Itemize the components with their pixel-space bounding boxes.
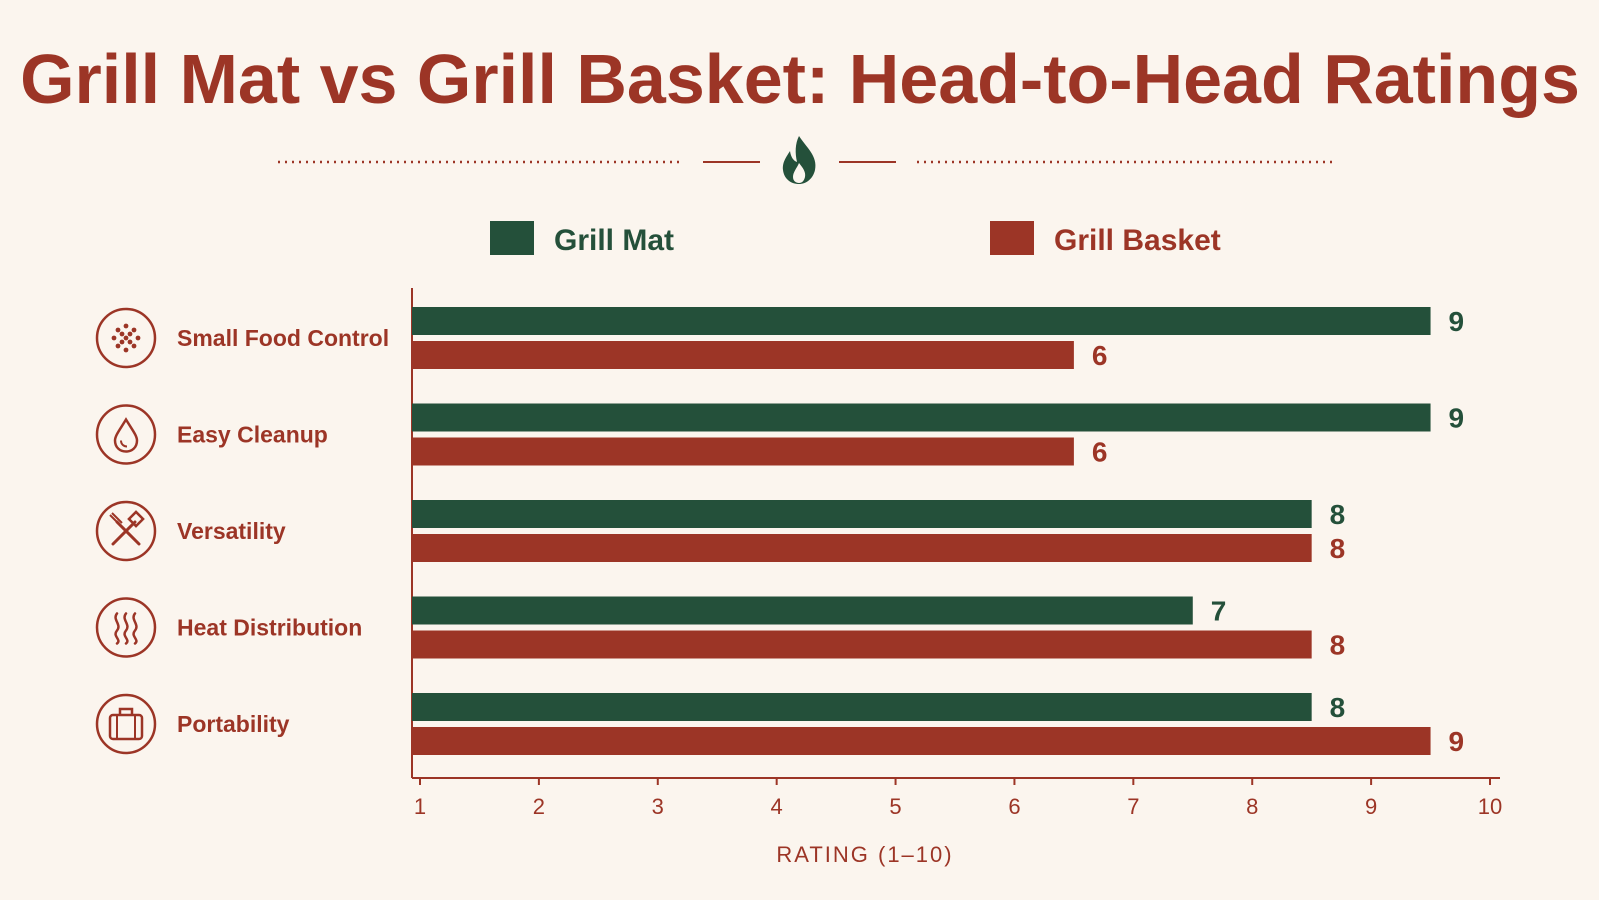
- bar-grill-mat: [412, 693, 1312, 721]
- legend-swatch: [990, 221, 1034, 255]
- water-drop-icon: [95, 404, 157, 465]
- axes: 1 2 3 4 5 6 7 8 9 10: [411, 288, 1502, 819]
- legend-label: Grill Basket: [1054, 224, 1221, 257]
- category-1: Small Food Control: [95, 307, 389, 369]
- bar-value-label: 8: [1330, 533, 1346, 564]
- bar-value-label: 6: [1092, 437, 1108, 468]
- category-label: Small Food Control: [177, 325, 389, 351]
- category-labels: Small Food Control Easy Cleanup Versatilit…: [95, 307, 389, 755]
- bar-value-label: 8: [1330, 692, 1346, 723]
- legend: Grill Mat Grill Basket: [490, 221, 1221, 257]
- category-2: Easy Cleanup: [95, 404, 328, 465]
- bar-grill-mat: [412, 596, 1193, 625]
- category-4: Heat Distribution: [95, 597, 362, 658]
- bar-value-label: 8: [1330, 630, 1346, 661]
- bar-grill-basket: [412, 630, 1312, 659]
- flame-icon: [782, 136, 816, 184]
- bar-value-label: 9: [1449, 726, 1465, 757]
- heat-waves-icon: [95, 597, 157, 658]
- bar-value-label: 7: [1211, 596, 1227, 627]
- x-tick-label: 9: [1365, 794, 1377, 819]
- title-divider: [278, 136, 1336, 184]
- bar-value-label: 8: [1330, 499, 1346, 530]
- category-label: Heat Distribution: [177, 615, 362, 641]
- bar-value-label: 9: [1449, 306, 1465, 337]
- bar-value-label: 6: [1092, 340, 1108, 371]
- legend-item-2: Grill Basket: [990, 221, 1221, 257]
- crossed-tools-icon: [95, 500, 157, 562]
- chart-title: Grill Mat vs Grill Basket: Head-to-Head …: [20, 40, 1580, 118]
- category-label: Portability: [177, 711, 290, 737]
- category-5: Portability: [95, 693, 290, 755]
- bar-grill-basket: [412, 437, 1074, 466]
- x-tick-label: 3: [652, 794, 664, 819]
- bar-grill-basket: [412, 727, 1431, 755]
- bar-grill-basket: [412, 534, 1312, 562]
- x-tick-label: 10: [1478, 794, 1502, 819]
- bar-grill-mat: [412, 403, 1431, 432]
- legend-label: Grill Mat: [554, 224, 674, 257]
- category-3: Versatility: [95, 500, 286, 562]
- bar-value-label: 9: [1449, 403, 1465, 434]
- x-tick-label: 1: [414, 794, 426, 819]
- suitcase-icon: [95, 693, 157, 755]
- x-tick-label: 7: [1127, 794, 1139, 819]
- category-label: Versatility: [177, 518, 286, 544]
- legend-item-1: Grill Mat: [490, 221, 674, 257]
- bar-grill-mat: [412, 307, 1431, 335]
- x-tick-label: 5: [889, 794, 901, 819]
- x-tick-label: 2: [533, 794, 545, 819]
- x-axis-title: RATING (1–10): [776, 842, 953, 867]
- legend-swatch: [490, 221, 534, 255]
- x-tick-label: 4: [771, 794, 783, 819]
- x-tick-label: 8: [1246, 794, 1258, 819]
- x-tick-label: 6: [1008, 794, 1020, 819]
- category-label: Easy Cleanup: [177, 422, 328, 448]
- bar-grill-mat: [412, 500, 1312, 528]
- spice-dots-icon: [95, 307, 157, 369]
- bar-grill-basket: [412, 341, 1074, 369]
